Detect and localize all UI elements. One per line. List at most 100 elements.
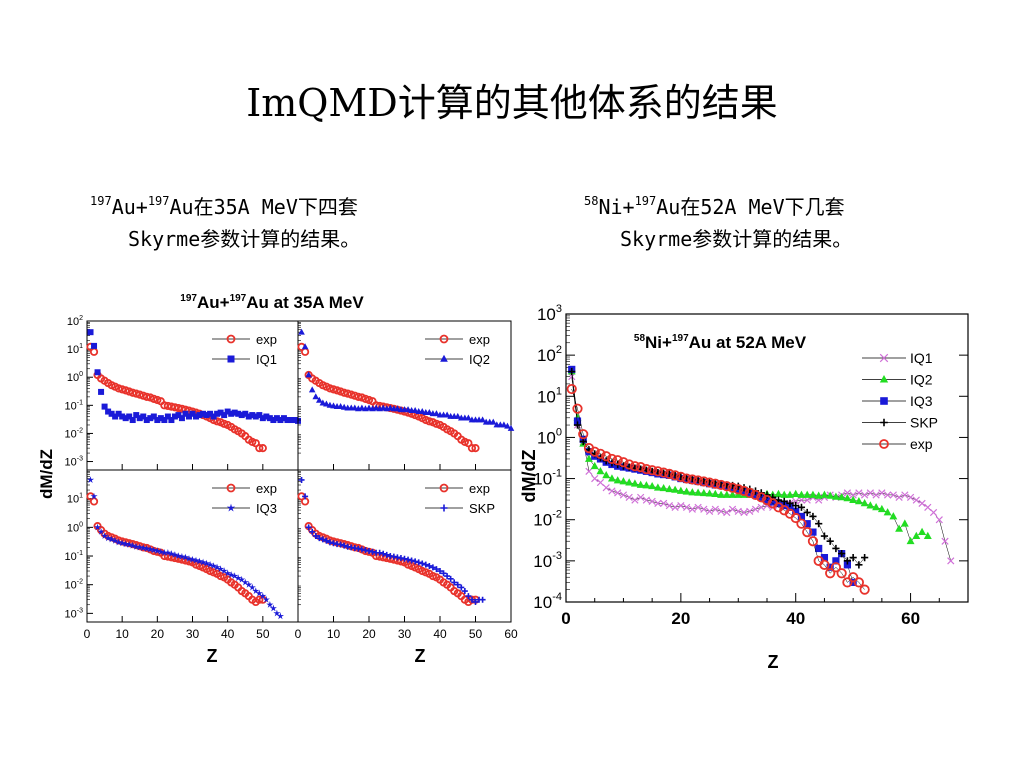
data-point <box>425 417 434 426</box>
legend-label: IQ2 <box>910 372 933 388</box>
data-point <box>792 502 800 510</box>
data-point <box>849 491 857 499</box>
data-point <box>94 523 102 531</box>
data-point <box>126 413 133 420</box>
legend-label: IQ3 <box>256 501 277 516</box>
data-point <box>573 421 582 429</box>
data-point <box>273 415 280 422</box>
data-point <box>658 467 669 478</box>
data-point <box>738 485 750 497</box>
legend-marker <box>439 334 449 344</box>
data-point <box>221 412 228 419</box>
data-point <box>923 531 932 539</box>
data-point <box>323 400 330 407</box>
data-point <box>624 459 635 470</box>
data-point <box>912 531 921 539</box>
data-point <box>259 592 267 600</box>
data-point <box>642 481 651 489</box>
data-point <box>589 446 600 457</box>
data-point <box>383 551 390 558</box>
data-point <box>146 545 154 553</box>
data-point <box>612 455 623 466</box>
data-point <box>133 412 140 419</box>
data-point <box>698 476 709 487</box>
data-point <box>641 463 652 475</box>
data-point <box>872 503 881 511</box>
y-tick-label: 10-2 <box>65 579 84 592</box>
data-point <box>111 537 119 544</box>
caption-left-sup2: 197 <box>147 194 170 208</box>
data-point <box>602 470 611 479</box>
data-point <box>596 467 605 475</box>
data-point <box>826 491 835 499</box>
data-point <box>300 347 310 356</box>
data-point <box>918 499 926 507</box>
data-point <box>654 499 662 507</box>
data-point <box>895 493 903 501</box>
data-point <box>803 496 811 504</box>
chart-right-title: 58Ni+197Au at 52A MeV <box>634 333 807 352</box>
series-exp <box>86 342 267 453</box>
data-point <box>797 490 806 498</box>
caption-right-part1: Ni+ <box>598 195 635 219</box>
data-point <box>207 410 214 417</box>
data-point <box>284 417 291 424</box>
data-point <box>601 451 612 462</box>
data-point <box>619 491 628 499</box>
data-point <box>825 568 836 579</box>
data-point <box>670 470 681 481</box>
data-point <box>803 520 811 528</box>
data-point <box>302 493 309 500</box>
data-point <box>568 367 576 376</box>
data-point <box>312 532 319 539</box>
data-point <box>89 497 99 506</box>
data-point <box>87 476 95 483</box>
data-point <box>635 462 646 473</box>
data-point <box>132 543 140 550</box>
data-point <box>832 557 840 565</box>
data-point <box>174 552 182 560</box>
data-point <box>129 417 136 424</box>
data-point <box>418 407 426 414</box>
legend-label: exp <box>256 332 277 347</box>
data-point <box>157 548 165 555</box>
data-point <box>164 549 172 556</box>
data-point <box>104 534 112 542</box>
legend-label: IQ2 <box>469 352 490 367</box>
data-point <box>836 568 847 579</box>
data-point <box>786 490 794 498</box>
data-point <box>269 604 277 612</box>
data-point <box>479 596 486 603</box>
data-point <box>443 411 451 418</box>
data-point <box>347 390 356 399</box>
chart-left-xlabel-1: Z <box>207 646 218 666</box>
x-tick-label: 40 <box>221 627 235 641</box>
data-point <box>171 551 179 558</box>
data-point <box>837 493 846 501</box>
y-tick-label: 10-3 <box>65 456 84 469</box>
x-tick-label: 10 <box>327 627 341 641</box>
data-point <box>849 553 857 562</box>
y-tick-label: 102 <box>537 344 562 365</box>
data-point <box>780 490 789 498</box>
x-tick-label: 40 <box>433 627 447 641</box>
data-point <box>802 526 813 538</box>
data-point <box>447 575 454 582</box>
data-point <box>354 392 363 401</box>
data-point <box>786 499 794 507</box>
data-point <box>238 412 245 419</box>
data-point <box>614 489 622 497</box>
data-point <box>214 410 221 417</box>
data-point <box>751 505 760 513</box>
data-point <box>660 499 668 507</box>
data-point <box>774 489 783 497</box>
data-point <box>642 496 651 504</box>
data-point <box>606 453 618 465</box>
data-point <box>213 417 222 426</box>
data-point <box>630 479 639 487</box>
data-point <box>429 564 436 571</box>
data-point <box>319 536 326 543</box>
data-point <box>820 490 829 498</box>
data-point <box>750 489 761 501</box>
data-point <box>174 403 183 413</box>
